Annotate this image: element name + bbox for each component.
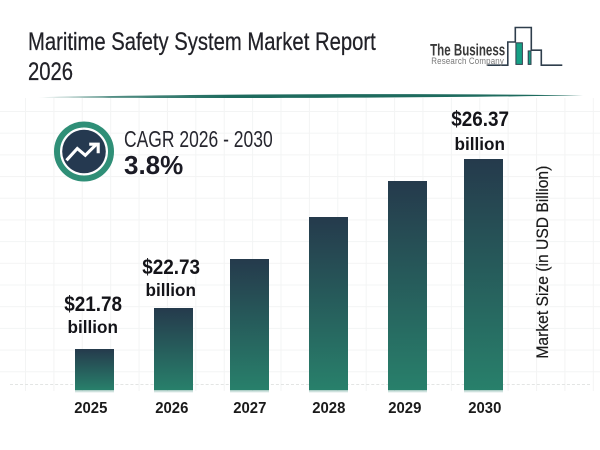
svg-text:The Business: The Business xyxy=(430,42,505,61)
svg-text:Research Company: Research Company xyxy=(431,55,504,66)
